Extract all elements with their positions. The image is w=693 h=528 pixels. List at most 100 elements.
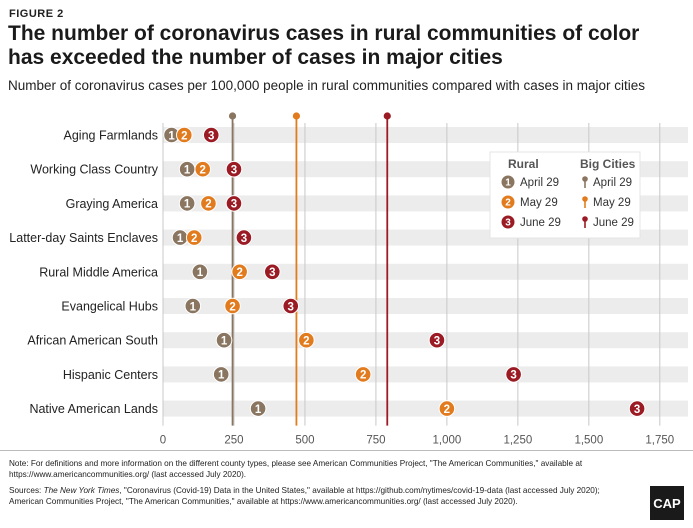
- row-band: [163, 263, 688, 280]
- x-tick-label: 500: [295, 435, 314, 447]
- data-point: [225, 160, 243, 178]
- data-point: [185, 229, 203, 246]
- figure-label: FIGURE 2: [9, 8, 64, 20]
- data-point-label: 3: [434, 336, 440, 348]
- row-band: [163, 332, 688, 349]
- cap-logo: CAP: [650, 486, 684, 520]
- data-point: [212, 366, 230, 383]
- x-tick-label: 1,250: [503, 435, 532, 447]
- chart-title: The number of coronavirus cases in rural…: [8, 22, 640, 69]
- data-point: [224, 297, 241, 315]
- data-point-label: 1: [255, 404, 262, 416]
- data-point: [298, 331, 315, 349]
- sources-text: Sources: The New York Times, "Coronaviru…: [9, 485, 609, 507]
- data-point-label: 1: [190, 301, 197, 313]
- legend-city-label: May 29: [593, 197, 631, 209]
- category-label: Graying America: [66, 197, 158, 211]
- data-point: [354, 366, 372, 383]
- legend-rural-marker-label: 3: [505, 218, 511, 229]
- data-point: [178, 195, 196, 212]
- city-reference-pin: [228, 112, 237, 120]
- row-band: [163, 127, 688, 143]
- data-point-label: 3: [269, 267, 275, 279]
- chart-subtitle: Number of coronavirus cases per 100,000 …: [8, 78, 646, 93]
- legend-rural-label: June 29: [520, 217, 561, 229]
- data-point: [202, 126, 220, 144]
- data-point-label: 2: [303, 336, 309, 348]
- data-point-label: 2: [236, 267, 242, 279]
- sources-publication: The New York Times: [43, 486, 120, 495]
- category-label: Hispanic Centers: [63, 368, 158, 382]
- legend-rural-marker-label: 2: [505, 198, 511, 209]
- row-band: [163, 298, 688, 314]
- legend-city-label: April 29: [593, 177, 632, 189]
- data-point: [282, 297, 300, 315]
- data-point: [505, 366, 522, 383]
- data-point-label: 1: [197, 267, 204, 279]
- x-tick-label: 1,500: [574, 435, 603, 447]
- data-point: [225, 195, 243, 212]
- city-reference-pin: [292, 112, 301, 120]
- data-point: [628, 400, 646, 417]
- data-point-label: 3: [634, 404, 640, 416]
- data-point-label: 3: [231, 199, 237, 211]
- legend-title-rural: Rural: [508, 157, 539, 171]
- x-tick-label: 0: [160, 435, 166, 447]
- data-point-label: 2: [191, 233, 197, 245]
- data-point-label: 1: [221, 336, 228, 348]
- legend-box: [489, 151, 641, 239]
- x-tick-label: 250: [224, 435, 243, 447]
- dot-plot-chart: 0 250 500 750 1,000 1,250 1,500 1,750 Aging Farm…: [9, 112, 688, 447]
- x-tick-label: 1,000: [432, 435, 461, 447]
- data-point-label: 1: [168, 130, 175, 142]
- category-label: Aging Farmlands: [64, 129, 159, 143]
- sources-rest: , "Coronavirus (Covid-19) Data in the Un…: [9, 486, 600, 506]
- data-point-label: 2: [181, 130, 187, 142]
- legend-city-pin-head: [582, 196, 588, 202]
- legend-title-cities: Big Cities: [580, 157, 636, 171]
- category-label: African American South: [27, 334, 158, 348]
- data-point-label: 1: [177, 233, 184, 245]
- legend-rural-label: May 29: [520, 197, 558, 209]
- data-point: [215, 331, 233, 349]
- category-label: Working Class Country: [30, 163, 158, 177]
- sources-prefix: Sources:: [9, 486, 44, 495]
- data-point: [438, 400, 456, 417]
- footer-divider: [0, 450, 693, 451]
- category-label: Latter-day Saints Enclaves: [9, 231, 158, 245]
- legend-city-pin-head: [582, 216, 588, 222]
- data-point-label: 3: [231, 165, 237, 177]
- data-point: [191, 263, 209, 281]
- data-point-label: 2: [229, 301, 235, 313]
- data-point: [249, 400, 267, 417]
- data-point: [263, 263, 281, 281]
- data-point: [428, 331, 446, 349]
- legend-rural-label: April 29: [520, 177, 559, 189]
- data-point: [231, 263, 248, 281]
- legend-city-label: June 29: [593, 217, 634, 229]
- data-point-label: 2: [200, 165, 206, 177]
- note-text: Note: For definitions and more informati…: [9, 459, 583, 479]
- data-point-label: 1: [184, 199, 191, 211]
- data-point: [175, 126, 193, 144]
- x-tick-label: 1,750: [645, 435, 674, 447]
- legend-rural-marker: [501, 215, 515, 229]
- data-point-label: 3: [288, 301, 294, 313]
- data-point-label: 3: [208, 130, 214, 142]
- data-point-label: 1: [184, 165, 191, 177]
- category-label: Evangelical Hubs: [61, 300, 158, 314]
- data-point-label: 3: [510, 370, 516, 382]
- data-point: [194, 160, 212, 178]
- category-label: Rural Middle America: [39, 265, 158, 279]
- data-point-label: 2: [360, 370, 366, 382]
- data-point: [200, 195, 217, 212]
- row-band: [163, 366, 688, 383]
- legend-rural-marker-label: 1: [505, 178, 511, 189]
- legend-city-pin-head: [582, 176, 588, 182]
- data-point-label: 2: [205, 199, 211, 211]
- data-point: [235, 229, 253, 246]
- legend-rural-marker: [501, 175, 515, 189]
- legend-rural-marker: [501, 195, 515, 209]
- data-point-label: 1: [218, 370, 225, 382]
- row-band: [163, 400, 688, 417]
